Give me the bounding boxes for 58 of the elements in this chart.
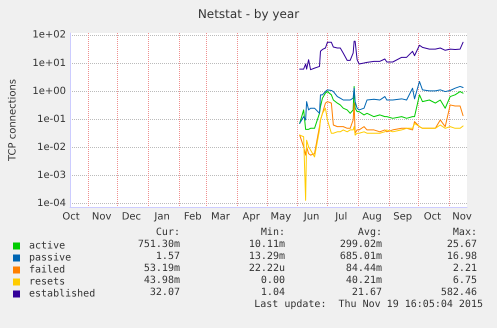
x-tick-label: Jan (153, 212, 170, 222)
legend-label: failed (29, 264, 66, 276)
y-tick-label: 1e-04 (37, 198, 66, 209)
x-tick-label: May (270, 212, 292, 222)
line-series (299, 80, 464, 124)
y-tick-label: 1e-02 (37, 142, 66, 153)
y-tick-label: 1e-01 (37, 114, 66, 125)
text: 6.75 (452, 275, 477, 286)
y-tick-label: 1e-03 (37, 170, 66, 181)
legend-label: active (29, 240, 66, 252)
x-tick-label: Apr (242, 212, 261, 222)
text: 685.01m (340, 251, 382, 262)
line-series (299, 40, 464, 70)
text: 299.02m (340, 239, 382, 250)
x-tick-label: Sep (393, 212, 412, 222)
text: 10.11m (248, 239, 285, 250)
text: 13.29m (248, 251, 285, 262)
text: 1.04 (260, 287, 285, 298)
x-tick-label: Nov (452, 212, 472, 222)
legend-label: passive (29, 252, 72, 264)
text: 84.44m (346, 263, 382, 274)
x-tick-label: Dec (122, 212, 142, 222)
text: 22.22u (248, 263, 285, 274)
text: 751.30m (138, 239, 180, 250)
text: 25.67 (446, 239, 477, 250)
x-tick-label: Aug (362, 212, 382, 222)
text: 2.21 (452, 263, 477, 274)
x-tick-label: Oct (62, 212, 80, 222)
text: 43.98m (144, 275, 180, 286)
text: Last update: Thu Nov 19 16:05:04 2015 (254, 299, 483, 310)
x-tick-label: Jul (334, 212, 348, 222)
chart-title: Netstat - by year (198, 7, 300, 21)
y-tick-label: 1e+00 (32, 86, 66, 97)
text: Max: (452, 227, 477, 238)
text: 40.21m (346, 275, 382, 286)
text: 0.00 (260, 275, 285, 286)
text: 32.07 (150, 287, 180, 298)
text: Min: (260, 227, 285, 238)
x-tick-label: Feb (184, 212, 202, 222)
x-tick-label: Jun (302, 212, 320, 222)
text: 53.19m (144, 263, 180, 274)
x-tick-label: Oct (424, 212, 442, 222)
legend-label: resets (29, 276, 66, 288)
text: 1.57 (156, 251, 180, 262)
x-tick-label: Nov (92, 212, 112, 222)
line-series (299, 101, 464, 156)
line-series (299, 86, 464, 130)
text: Avg: (358, 227, 382, 238)
legend-label: established (29, 288, 96, 300)
y-axis-title: TCP connections (8, 78, 18, 162)
text: 16.98 (446, 251, 477, 262)
y-tick-label: 1e+01 (32, 58, 66, 69)
line-series (299, 108, 464, 201)
text: Cur: (156, 227, 180, 238)
y-tick-label: 1e+02 (32, 30, 66, 41)
text: 21.67 (352, 287, 382, 298)
x-tick-label: Mar (211, 212, 231, 222)
text: 582.46 (440, 287, 477, 298)
